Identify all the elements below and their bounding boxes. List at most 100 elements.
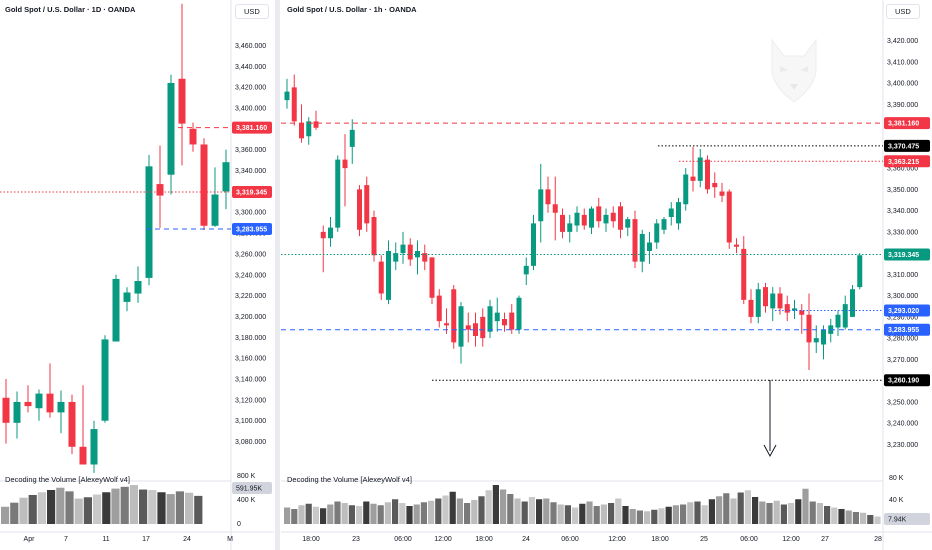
candle-body [328, 227, 333, 239]
volume-bar [370, 503, 377, 524]
price-tick-label: 3,420.000 [887, 38, 918, 45]
candle-body [857, 255, 863, 288]
volume-bar [572, 507, 579, 524]
time-axis-label: 18:00 [651, 536, 669, 543]
candle-body [610, 212, 616, 222]
volume-bar [478, 496, 485, 524]
candle-body [68, 401, 76, 447]
volume-bar [377, 505, 384, 524]
volume-bar [860, 512, 867, 524]
candle-body [690, 176, 696, 181]
candle-body [574, 212, 580, 226]
candle-body [552, 204, 558, 213]
volume-bar [838, 509, 845, 524]
volume-bar [737, 492, 744, 524]
volume-bar [413, 504, 420, 524]
candle-body [654, 223, 660, 243]
candle-body [697, 157, 703, 181]
candle-body [386, 251, 391, 300]
candle-body [509, 312, 515, 330]
price-tick-label: 3,240.000 [235, 272, 266, 279]
panel-divider[interactable] [275, 0, 280, 550]
volume-bar [593, 506, 600, 524]
candle-body [487, 306, 493, 332]
price-tick-label: 3,250.000 [887, 399, 918, 406]
candle-body [784, 304, 790, 313]
volume-bar [356, 506, 363, 524]
volume-bar [824, 506, 831, 524]
volume-bar [320, 508, 327, 524]
candle-body [632, 219, 638, 262]
hourly-chart-panel[interactable]: 3,420.000 3,410.000 3,400.000 3,390.000 3,38… [281, 0, 932, 550]
volume-bar [716, 496, 723, 524]
volume-bar [694, 501, 701, 524]
volume-bar [399, 503, 406, 524]
price-tick-label: 3,440.000 [235, 64, 266, 71]
volume-bar [312, 506, 319, 524]
price-tick-label: 3,460.000 [235, 43, 266, 50]
candle-body [618, 206, 623, 230]
candle-body [589, 208, 594, 228]
daily-volume-title: Decoding the Volume [AlexeyWolf v4] [5, 475, 130, 484]
volume-bar [428, 500, 435, 524]
price-tick-label: 3,400.000 [887, 81, 918, 88]
candle-body [734, 244, 739, 247]
price-tick-label: 3,290.000 [887, 314, 918, 321]
hourly-currency-button[interactable]: USD [886, 4, 920, 19]
price-tick-label: 3,360.000 [235, 147, 266, 154]
volume-bar [672, 505, 679, 524]
volume-bar [665, 506, 672, 524]
candle-body [342, 159, 348, 169]
volume-bar [629, 509, 636, 524]
volume-bar [528, 497, 535, 524]
candle-body [156, 184, 164, 196]
price-level-label: 3,283.955 [888, 327, 919, 334]
volume-bar [514, 498, 521, 524]
volume-bar [867, 515, 874, 524]
volume-bar [708, 499, 715, 524]
candle-body [200, 144, 208, 226]
candle-body [799, 310, 805, 315]
candle-body [211, 194, 219, 226]
hourly-chart-title: Gold Spot / U.S. Dollar · 1h · OANDA [287, 5, 417, 14]
volume-bar [392, 499, 399, 524]
daily-chart-panel[interactable]: 3,460.000 3,440.000 3,420.000 3,400.000 3,38… [0, 0, 274, 550]
volume-bar [363, 501, 370, 524]
candle-body [806, 314, 812, 343]
volume-bar [28, 494, 37, 524]
candle-body [400, 244, 406, 254]
volume-bar [744, 490, 751, 524]
price-level-badge [232, 121, 272, 134]
price-tick-label: 3,340.000 [235, 168, 266, 175]
candle-body [13, 401, 21, 423]
time-axis-label: 25 [700, 536, 708, 543]
price-level-badge [884, 323, 930, 336]
candle-body [90, 429, 98, 465]
price-level-badge [884, 139, 930, 152]
volume-last-badge [232, 482, 272, 494]
price-tick-label: 3,230.000 [887, 442, 918, 449]
time-axis-label: 18:00 [302, 536, 320, 543]
volume-bar [579, 503, 586, 524]
price-tick-label: 3,180.000 [235, 335, 266, 342]
candle-body [741, 248, 747, 300]
volume-bar [47, 489, 56, 524]
hourly-chart-canvas[interactable]: 3,420.000 3,410.000 3,400.000 3,390.000 3,38… [281, 0, 932, 550]
price-tick-label: 3,400.000 [235, 105, 266, 112]
volume-bar [485, 490, 492, 524]
volume-bar [305, 503, 312, 524]
time-axis-label: 24 [183, 536, 191, 543]
daily-chart-canvas[interactable]: 3,460.000 3,440.000 3,420.000 3,400.000 3,38… [0, 0, 274, 550]
price-level-label: 3,381.160 [236, 125, 267, 132]
volume-bar [759, 501, 766, 524]
volume-bar [83, 497, 92, 524]
volume-bar [845, 510, 852, 524]
candle-body [763, 287, 768, 307]
price-level-label: 3,319.345 [888, 252, 919, 259]
price-tick-label: 3,300.000 [887, 293, 918, 300]
volume-bar [550, 502, 557, 524]
volume-bar [157, 492, 166, 524]
daily-currency-button[interactable]: USD [235, 4, 269, 19]
candle-body [189, 128, 197, 145]
time-axis-label: 18:00 [475, 536, 493, 543]
